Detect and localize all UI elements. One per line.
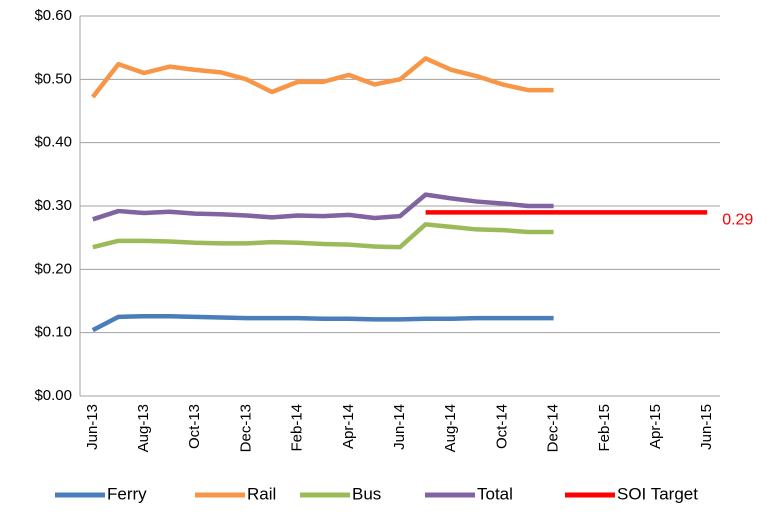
data-label: 0.29	[722, 212, 753, 229]
legend-label: Bus	[352, 484, 381, 503]
x-tick-label: Jun-14	[391, 404, 408, 450]
legend-label: Ferry	[107, 484, 147, 503]
y-tick-label: $0.50	[34, 70, 72, 87]
series-line	[91, 313, 554, 333]
x-tick-label: Aug-13	[135, 404, 152, 452]
series-line	[91, 56, 554, 99]
x-tick-label: Dec-13	[237, 404, 254, 452]
x-tick-label: Apr-14	[340, 404, 357, 449]
x-tick-label: Oct-13	[186, 404, 203, 449]
series-line	[92, 222, 554, 250]
y-tick-label: $0.10	[34, 324, 72, 341]
y-tick-label: $0.20	[34, 260, 72, 277]
y-tick-label: $0.40	[34, 134, 72, 151]
x-tick-label: Oct-14	[493, 404, 510, 449]
legend-label: Rail	[247, 484, 276, 503]
x-tick-label: Jun-13	[84, 404, 101, 450]
legend-label: SOI Target	[617, 484, 698, 503]
x-tick-label: Feb-15	[596, 404, 613, 452]
x-tick-label: Feb-14	[289, 404, 306, 452]
x-tick-label: Aug-14	[442, 404, 459, 452]
x-tick-label: Apr-15	[647, 404, 664, 449]
series-line	[92, 192, 554, 222]
y-tick-label: $0.00	[34, 387, 72, 404]
x-tick-label: Dec-14	[545, 404, 562, 452]
x-tick-label: Jun-15	[698, 404, 715, 450]
legend-label: Total	[477, 484, 513, 503]
y-tick-label: $0.30	[34, 197, 72, 214]
y-tick-label: $0.60	[34, 7, 72, 24]
